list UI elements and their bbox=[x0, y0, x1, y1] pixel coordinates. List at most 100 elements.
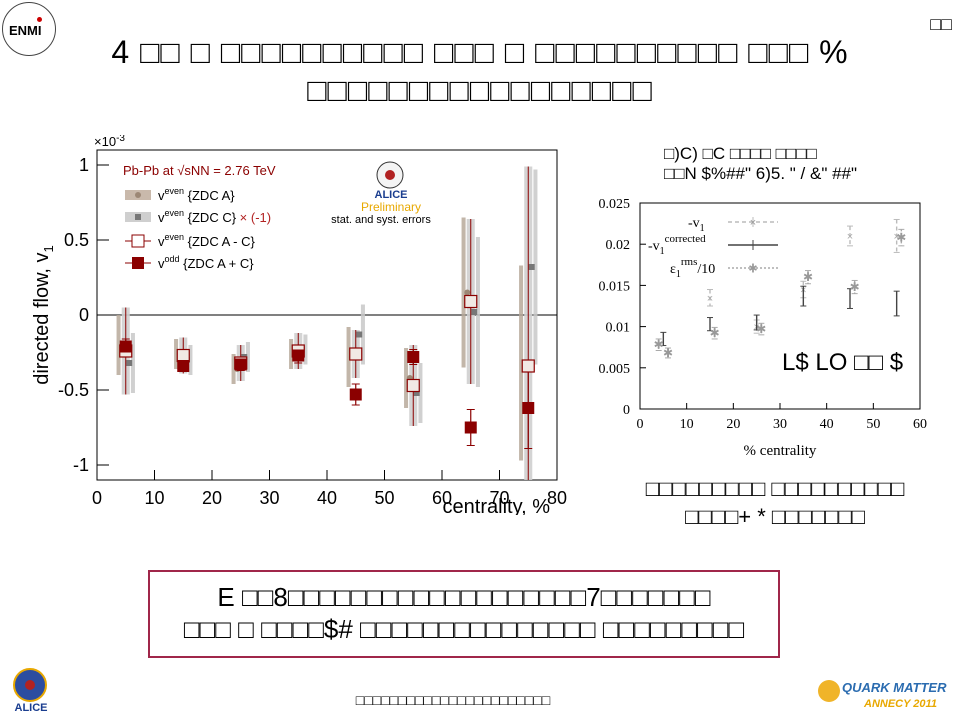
neg-v1-point: × bbox=[893, 231, 899, 243]
slide-title-line1: 4 □□ □ □□□□□□□□□□ □□□ □ □□□□□□□□□□ □□□ % bbox=[111, 34, 849, 70]
main-chart: 0 10 20 30 40 50 60 70 80 -1 -0.5 0 0.5 1 ×10-3 direc… bbox=[31, 135, 567, 515]
right-y-tick-label: 0 bbox=[623, 403, 630, 418]
alice-logo-label: ALICE bbox=[375, 189, 408, 201]
right-x-tick-label: 30 bbox=[773, 417, 787, 432]
right-x-tick-label: 50 bbox=[866, 417, 880, 432]
alice-logo-mark bbox=[13, 668, 47, 702]
eps1-rms-point: ✱ bbox=[654, 338, 664, 352]
right-legend-label: -v1corrected bbox=[648, 233, 706, 257]
zdc-c-syst-band bbox=[188, 345, 193, 375]
zdc-odd-point bbox=[522, 402, 535, 414]
main-y-tick-label: 0 bbox=[79, 305, 89, 325]
right-legend-marker: × bbox=[750, 217, 756, 229]
zdc-a-minus-c-point bbox=[521, 359, 535, 373]
main-x-tick-label: 80 bbox=[547, 488, 567, 508]
conclusion-line1: E □□8□□□□□□□□□□□□□□□□□□□7□□□□□□□ bbox=[217, 582, 711, 612]
enmi-logo-dot bbox=[37, 17, 42, 22]
zdc-c-syst-band bbox=[303, 334, 308, 365]
zdc-c-point bbox=[126, 360, 133, 366]
right-legend-marker: ✱ bbox=[748, 263, 757, 275]
qm-logo-line2: ANNECY 2011 bbox=[864, 698, 937, 710]
main-y-tick-label: 0.5 bbox=[64, 230, 89, 250]
main-x-tick-label: 70 bbox=[489, 488, 509, 508]
alice-logo-center bbox=[25, 680, 35, 690]
zdc-odd-point bbox=[234, 358, 247, 371]
main-x-tick-label: 10 bbox=[144, 488, 164, 508]
legend-zdc-odd-marker bbox=[132, 257, 144, 269]
right-chart-title-line1: □)C) □C □□□□ □□□□ bbox=[664, 144, 817, 163]
zdc-a-minus-c-point bbox=[349, 347, 363, 361]
zdc-odd-point bbox=[464, 421, 477, 434]
right-y-tick-label: 0.005 bbox=[599, 362, 631, 377]
footer-text: □□□□□□□□□□□□□□□□□□□□□□□ bbox=[355, 692, 551, 708]
main-x-tick-label: 0 bbox=[92, 488, 102, 508]
zdc-c-syst-band bbox=[533, 169, 538, 365]
main-x-tick-label: 30 bbox=[259, 488, 279, 508]
zdc-c-point bbox=[413, 390, 420, 396]
zdc-a-syst-band bbox=[461, 217, 466, 368]
main-y-axis-label: directed flow, v1 bbox=[31, 245, 56, 385]
zdc-a-syst-band bbox=[116, 315, 121, 375]
main-y-tick-label: 1 bbox=[79, 155, 89, 175]
side-caption-line2: □□□□+ * □□□□□□□ bbox=[685, 504, 865, 529]
main-x-tick-label: 60 bbox=[432, 488, 452, 508]
zdc-a-minus-c-point bbox=[406, 378, 420, 393]
zdc-c-point bbox=[528, 264, 535, 270]
legend-entry-label: veven {ZDC C} × (-1) bbox=[158, 208, 271, 225]
zdc-a-minus-c-point bbox=[464, 294, 478, 309]
eps1-rms-point: ✱ bbox=[803, 270, 813, 284]
main-annotation: Pb-Pb at √sNN = 2.76 TeV bbox=[123, 163, 276, 178]
legend-zdc-a-minus-c-marker bbox=[131, 234, 145, 248]
zdc-a-syst-band bbox=[289, 339, 294, 369]
right-x-tick-label: 0 bbox=[637, 417, 644, 432]
right-legend-label: ε1rms/10 bbox=[670, 256, 715, 280]
zdc-a-syst-band bbox=[346, 327, 351, 387]
eps1-rms-point: ✱ bbox=[756, 322, 766, 336]
zdc-a-syst-band bbox=[519, 265, 524, 461]
zdc-a-syst-band bbox=[404, 348, 409, 408]
zdc-odd-point bbox=[407, 351, 420, 363]
main-x-tick-label: 50 bbox=[374, 488, 394, 508]
alice-preliminary-logo: ALICE Preliminary stat. and syst. errors bbox=[331, 161, 431, 226]
legend-entry-label: veven {ZDC A - C} bbox=[158, 232, 255, 249]
alice-logo-core bbox=[385, 170, 395, 180]
legend-entry-label: veven {ZDC A} bbox=[158, 186, 235, 203]
main-y-scale-label: ×10-3 bbox=[94, 135, 125, 149]
zdc-c-point bbox=[356, 331, 363, 338]
zdc-c-syst-band bbox=[245, 342, 250, 372]
zdc-c-syst-band bbox=[360, 304, 365, 365]
conclusion-line2: □□□ □ □□□□$# □□□□□□□□□□□□□□□ □□□□□□□□□ bbox=[183, 614, 745, 644]
enmi-logo: ENMI bbox=[2, 2, 56, 56]
right-y-tick-label: 0.01 bbox=[606, 321, 631, 336]
zdc-c-point bbox=[471, 309, 478, 315]
zdc-a-syst-band bbox=[174, 339, 179, 369]
quark-matter-logo: QUARK MATTER ANNECY 2011 bbox=[818, 676, 950, 716]
right-y-tick-label: 0.02 bbox=[606, 238, 631, 253]
right-inset-text: L$ LO □□ $ bbox=[782, 349, 903, 376]
zdc-a-minus-c-point bbox=[176, 348, 190, 363]
right-x-tick-label: 20 bbox=[726, 417, 740, 432]
main-x-axis-label: centrality, % bbox=[443, 496, 551, 515]
eps1-rms-point: ✱ bbox=[896, 231, 906, 245]
preliminary-label: Preliminary bbox=[361, 200, 421, 214]
eps1-rms-point: ✱ bbox=[663, 346, 673, 360]
zdc-odd-point bbox=[177, 360, 190, 372]
errors-note: stat. and syst. errors bbox=[331, 214, 431, 226]
legend-zdc-a-marker bbox=[135, 192, 141, 198]
zdc-odd-point bbox=[292, 349, 305, 362]
legend-zdc-c-marker bbox=[135, 214, 141, 220]
alice-logo-text: ALICE bbox=[14, 702, 48, 714]
enmi-logo-text: ENMI bbox=[9, 23, 42, 38]
zdc-a-syst-band bbox=[231, 354, 236, 384]
right-chart: 0 10 20 30 40 50 60 0 0.005 0.01 0.015 0.02 0.025 × ×… bbox=[599, 197, 928, 459]
legend-entry-label: vodd {ZDC A + C} bbox=[158, 254, 254, 271]
zdc-odd-point bbox=[119, 340, 132, 353]
right-y-tick-label: 0.015 bbox=[599, 279, 631, 294]
main-x-tick-label: 20 bbox=[202, 488, 222, 508]
conclusion-box: E □□8□□□□□□□□□□□□□□□□□□□7□□□□□□□ □□□ □ □… bbox=[148, 570, 780, 658]
main-y-tick-label: -0.5 bbox=[58, 380, 89, 400]
zdc-c-syst-band bbox=[130, 333, 135, 393]
page-marker: □□ bbox=[930, 14, 952, 34]
neg-v1-point: × bbox=[707, 293, 713, 305]
main-x-tick-label: 40 bbox=[317, 488, 337, 508]
